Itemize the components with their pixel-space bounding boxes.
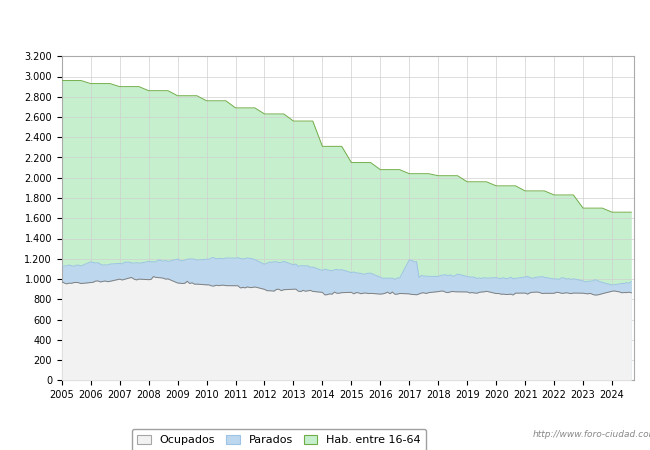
Text: Tordoia - Evolucion de la poblacion en edad de Trabajar Septiembre de 2024: Tordoia - Evolucion de la poblacion en e… bbox=[81, 17, 569, 30]
Legend: Ocupados, Parados, Hab. entre 16-64: Ocupados, Parados, Hab. entre 16-64 bbox=[132, 429, 426, 450]
Text: FORO-CIUDAD.COM: FORO-CIUDAD.COM bbox=[182, 220, 514, 249]
Text: http://www.foro-ciudad.com: http://www.foro-ciudad.com bbox=[533, 430, 650, 439]
